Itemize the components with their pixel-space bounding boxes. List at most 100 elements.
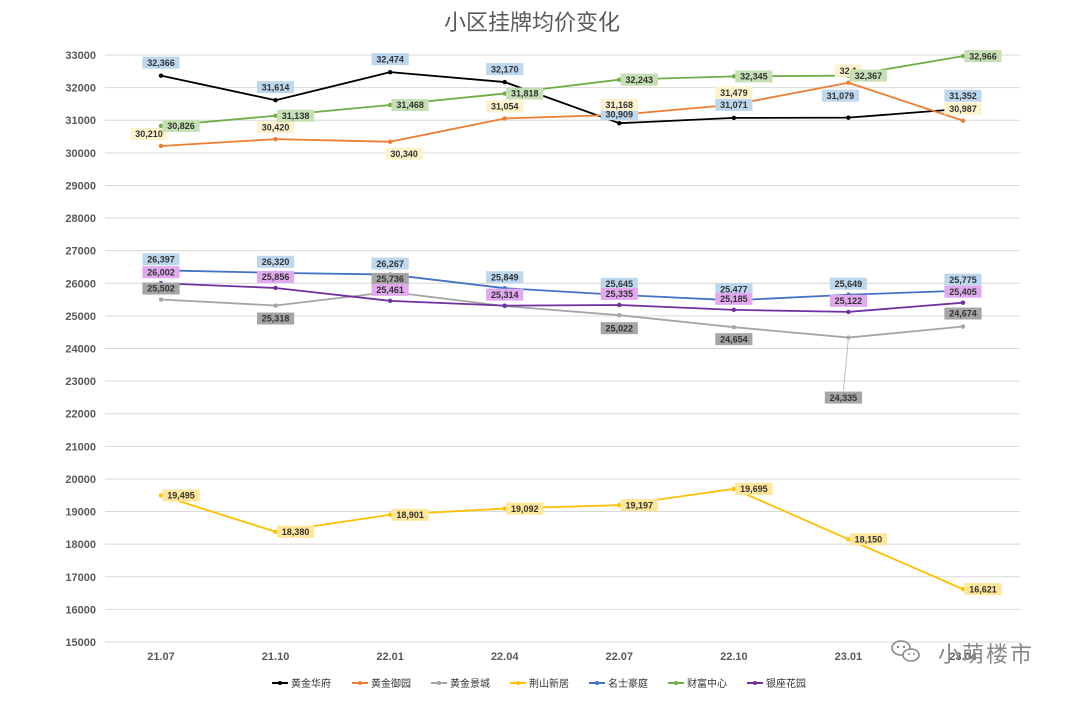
data-label: 25,849 (491, 272, 519, 282)
data-label: 31,614 (262, 82, 290, 92)
legend-marker (278, 681, 282, 685)
data-label: 26,267 (376, 259, 404, 269)
data-point (731, 486, 737, 492)
data-point (387, 512, 393, 517)
series-line (160, 282, 964, 313)
data-label: 31,818 (511, 89, 539, 99)
data-point (502, 91, 507, 96)
data-point (502, 79, 507, 85)
x-tick-label: 22.10 (720, 651, 748, 663)
data-point (617, 77, 622, 82)
x-tick-label: 21.07 (147, 651, 175, 663)
data-point (387, 298, 393, 304)
data-label: 31,468 (396, 100, 424, 110)
data-point (617, 502, 622, 508)
data-label: 25,736 (376, 274, 404, 284)
data-label-box (142, 282, 180, 295)
y-tick-label: 30000 (65, 148, 96, 160)
data-label: 16,621 (969, 584, 997, 594)
data-label: 18,901 (396, 510, 424, 520)
y-tick-label: 26000 (65, 278, 96, 290)
legend-marker (674, 681, 678, 685)
data-point (273, 97, 278, 103)
data-label: 26,320 (262, 257, 290, 267)
series-line (160, 290, 964, 339)
data-point (158, 297, 164, 302)
data-label: 25,185 (720, 294, 748, 304)
series-line (160, 71, 964, 125)
data-label-box (162, 489, 200, 502)
gridlines (105, 54, 1020, 643)
data-label: 31,079 (827, 91, 855, 101)
data-label: 30,826 (167, 121, 195, 131)
y-tick-label: 25000 (65, 311, 96, 323)
y-tick-label: 32000 (65, 83, 96, 95)
data-label: 32,474 (376, 54, 404, 64)
y-tick-label: 24000 (65, 344, 96, 356)
data-point (617, 312, 622, 318)
data-point (273, 285, 278, 291)
data-label-box (256, 255, 295, 268)
y-tick-label: 16000 (65, 604, 96, 616)
data-point (960, 324, 966, 329)
data-label-box (391, 508, 429, 521)
data-label-box (506, 502, 544, 515)
data-label-box (964, 50, 1002, 63)
data-label-box (486, 100, 524, 113)
data-label: 19,092 (511, 504, 539, 514)
data-label-box (385, 147, 423, 160)
data-label-box (735, 482, 773, 495)
data-label: 25,645 (606, 279, 634, 289)
data-label-box (735, 70, 773, 83)
data-label: 32,366 (147, 58, 175, 68)
data-label-box (821, 89, 860, 102)
data-point (158, 123, 164, 129)
chart-title: 小区挂牌均价变化 (444, 11, 620, 36)
y-tick-label: 20000 (65, 474, 96, 486)
data-label-box (600, 108, 638, 121)
data-label-box (162, 119, 200, 132)
data-label: 32,367 (855, 71, 883, 81)
y-tick-label: 19000 (65, 507, 96, 519)
y-tick-label: 17000 (65, 572, 96, 584)
data-label: 25,649 (835, 279, 863, 289)
data-label: 25,122 (835, 296, 863, 306)
data-label-box (600, 98, 638, 111)
data-label: 24,335 (830, 393, 858, 403)
legend-label: 黄金华府 (291, 677, 331, 690)
data-label: 30,909 (606, 109, 634, 119)
data-label-box (600, 287, 638, 300)
data-label: 32,345 (740, 72, 768, 82)
wechat-icon (891, 640, 920, 662)
data-point (387, 102, 393, 108)
data-label: 31,168 (606, 100, 634, 110)
data-label: 31,138 (282, 111, 310, 121)
label-leader (842, 337, 849, 391)
y-tick-label: 33000 (65, 50, 96, 62)
data-label-box (276, 109, 315, 122)
watermark: 小萌楼市 (891, 640, 1032, 668)
data-label-box (256, 81, 295, 94)
x-tick-label: 23.01 (835, 651, 863, 663)
data-point (158, 73, 164, 78)
data-label: 25,022 (606, 323, 634, 333)
data-label: 32,170 (491, 64, 519, 74)
data-label-box (944, 102, 982, 115)
data-label: 32,1 (840, 66, 858, 76)
legend-marker (516, 681, 520, 685)
data-labels: 32,366 31,614 32,474 32,170 30,909 31,071 31,0… (130, 50, 1002, 596)
x-tick-label: 22.04 (491, 651, 519, 663)
y-tick-label: 15000 (65, 637, 96, 649)
data-point (846, 537, 851, 542)
data-point (502, 303, 507, 308)
x-tick-label: 22.01 (376, 651, 404, 663)
data-label-box (371, 53, 409, 66)
data-label: 25,775 (949, 275, 977, 285)
data-label-box (715, 333, 753, 346)
data-label-box (371, 257, 409, 270)
data-point (617, 120, 622, 126)
legend-marker (437, 681, 441, 685)
data-label-box (142, 56, 180, 69)
data-label: 25,314 (491, 290, 519, 300)
data-label: 25,335 (606, 289, 634, 299)
